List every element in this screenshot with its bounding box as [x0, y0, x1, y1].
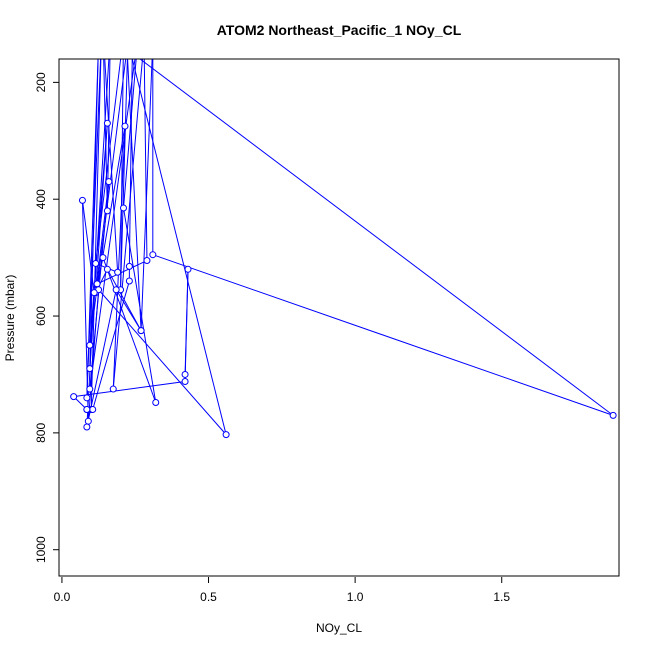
data-point — [103, 265, 111, 273]
y-tick-label: 1000 — [34, 536, 48, 563]
series-line-segment — [92, 280, 130, 410]
data-point — [109, 385, 117, 393]
y-axis-label: Pressure (mbar) — [3, 275, 17, 362]
x-tick-label: 1.0 — [347, 590, 364, 604]
series-line-segment — [139, 59, 614, 416]
series-line-segment — [89, 59, 99, 369]
data-point — [121, 122, 129, 130]
y-tick-label: 600 — [34, 306, 48, 326]
data-point — [83, 423, 91, 431]
y-tick-label: 400 — [34, 189, 48, 209]
series-line-segment — [81, 200, 89, 422]
x-tick-label: 1.5 — [493, 590, 510, 604]
data-point — [181, 377, 189, 385]
x-axis-label: NOy_CL — [316, 621, 362, 635]
data-point — [143, 257, 151, 265]
data-point — [125, 277, 133, 285]
data-point — [83, 394, 91, 402]
series-line-segment — [86, 289, 117, 428]
series-line-segment — [96, 126, 126, 290]
x-axis: 0.0 0.5 1.0 1.5 — [54, 577, 510, 604]
data-point — [149, 251, 157, 259]
data-point — [222, 431, 230, 439]
series-line-segment — [73, 380, 186, 398]
chart-title: ATOM2 Northeast_Pacific_1 NOy_CL — [217, 22, 462, 38]
series-line-segment — [102, 257, 157, 403]
data-point — [86, 385, 94, 393]
data-point — [89, 406, 97, 414]
data-point — [99, 254, 107, 262]
data-point — [152, 399, 160, 406]
plot-area — [70, 59, 617, 439]
x-tick-label: 0.0 — [54, 590, 71, 604]
data-point — [70, 393, 78, 401]
data-point — [112, 286, 120, 294]
data-point — [105, 178, 113, 186]
series-line-segment — [120, 59, 128, 290]
data-point — [114, 268, 122, 276]
series-line-segment — [131, 59, 227, 435]
series-line-segment — [184, 269, 189, 375]
data-point — [137, 327, 145, 335]
data-point — [103, 207, 111, 215]
series-line-segment — [81, 200, 95, 293]
series-line-segment — [86, 292, 95, 428]
series-line-segment — [127, 59, 142, 331]
data-point — [103, 119, 111, 127]
series-line-segment — [128, 59, 133, 267]
data-point — [86, 341, 94, 349]
series-line-segment — [104, 59, 119, 273]
y-tick-label: 200 — [34, 72, 48, 92]
data-point — [93, 280, 101, 288]
series-line-segment — [112, 126, 126, 390]
series-line-segment — [115, 289, 142, 331]
data-point — [125, 262, 133, 270]
data-point — [184, 265, 192, 273]
series-line-segment — [112, 59, 143, 390]
data-point — [83, 406, 91, 414]
series-line-segment — [96, 260, 148, 285]
x-tick-label: 0.5 — [200, 590, 217, 604]
data-point — [86, 365, 94, 373]
series-line-segment — [90, 59, 102, 410]
series-line-segment — [152, 254, 614, 416]
data-point — [92, 259, 100, 267]
series-line-segment — [140, 59, 153, 331]
plot-frame — [58, 58, 620, 577]
y-tick-label: 800 — [34, 423, 48, 443]
data-point — [84, 417, 92, 425]
data-point — [609, 411, 617, 419]
series-line-segment — [98, 289, 227, 435]
data-point — [78, 196, 86, 204]
data-point — [90, 289, 98, 297]
data-point — [181, 370, 189, 378]
series-line-segment — [143, 59, 148, 261]
series-line-segment — [87, 289, 100, 422]
series-line-segment — [89, 59, 136, 390]
data-point — [120, 204, 127, 212]
y-axis: 200 400 600 800 1000 — [34, 72, 59, 563]
